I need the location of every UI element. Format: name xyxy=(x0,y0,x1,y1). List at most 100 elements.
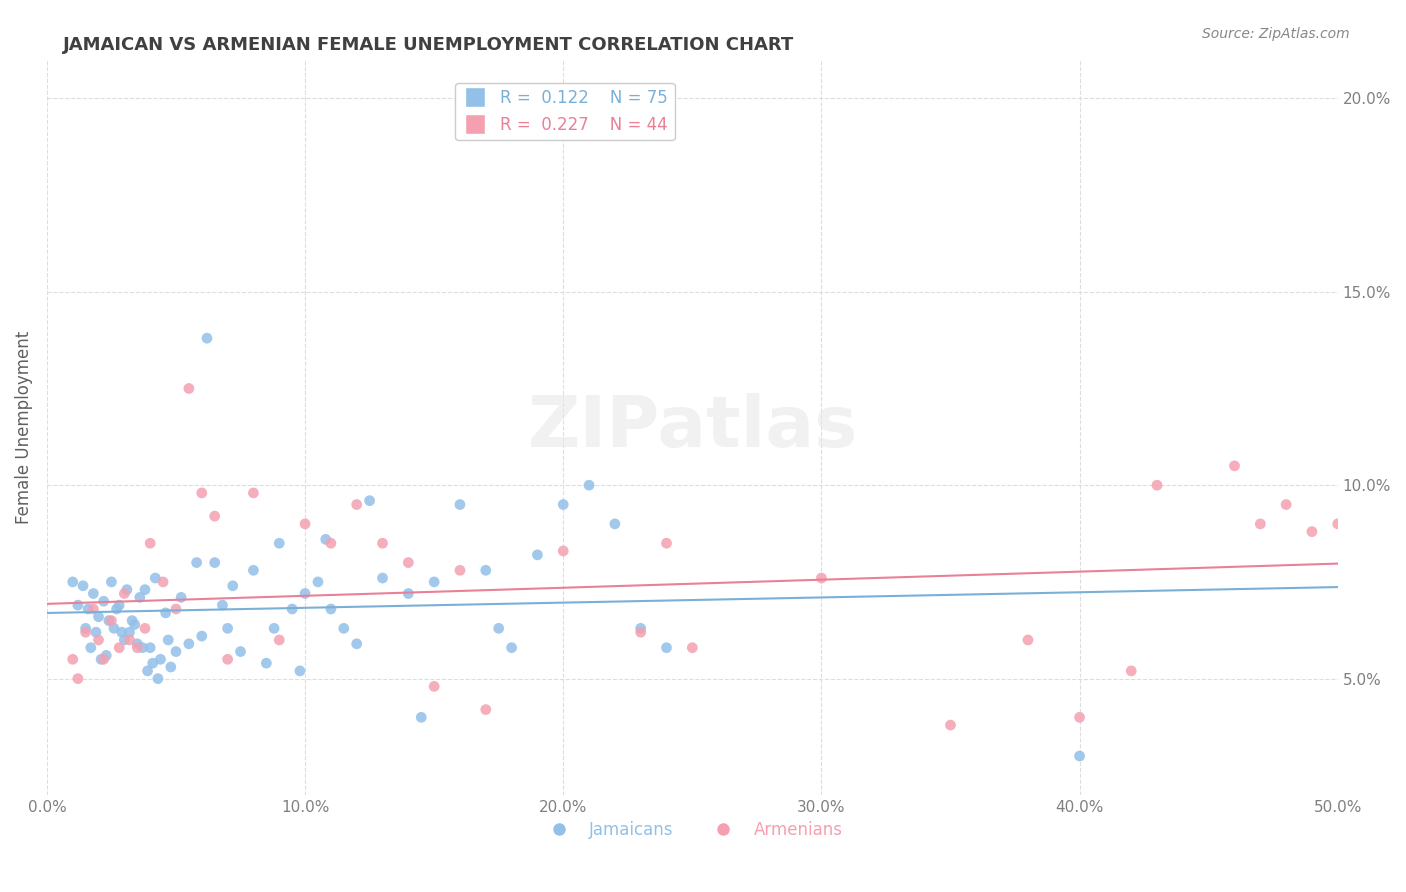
Armenians xyxy=(449,563,471,577)
Jamaicans xyxy=(118,625,141,640)
Jamaicans xyxy=(112,632,135,647)
Jamaicans xyxy=(72,579,94,593)
Jamaicans xyxy=(526,548,548,562)
Jamaicans xyxy=(254,656,277,670)
Jamaicans xyxy=(127,637,149,651)
Jamaicans xyxy=(603,516,626,531)
Jamaicans xyxy=(578,478,600,492)
Jamaicans xyxy=(411,710,433,724)
Armenians xyxy=(204,509,226,524)
Jamaicans xyxy=(115,582,138,597)
Armenians xyxy=(134,621,156,635)
Jamaicans xyxy=(105,602,128,616)
Armenians xyxy=(82,602,104,616)
Armenians xyxy=(1326,516,1348,531)
Jamaicans xyxy=(222,579,245,593)
Jamaicans xyxy=(177,637,200,651)
Jamaicans xyxy=(501,640,523,655)
Armenians xyxy=(100,614,122,628)
Armenians xyxy=(371,536,394,550)
Jamaicans xyxy=(655,640,678,655)
Jamaicans xyxy=(186,556,208,570)
Jamaicans xyxy=(131,640,153,655)
Jamaicans xyxy=(93,594,115,608)
Jamaicans xyxy=(146,672,169,686)
Armenians xyxy=(66,672,89,686)
Armenians xyxy=(1275,498,1298,512)
Jamaicans xyxy=(294,586,316,600)
Armenians xyxy=(177,381,200,395)
Jamaicans xyxy=(80,640,103,655)
Armenians xyxy=(553,544,575,558)
Jamaicans xyxy=(211,598,233,612)
Jamaicans xyxy=(97,614,120,628)
Jamaicans xyxy=(121,614,143,628)
Jamaicans xyxy=(87,609,110,624)
Jamaicans xyxy=(1069,749,1091,764)
Jamaicans xyxy=(315,533,337,547)
Armenians xyxy=(269,632,291,647)
Text: ZIPatlas: ZIPatlas xyxy=(527,392,858,462)
Jamaicans xyxy=(371,571,394,585)
Armenians xyxy=(112,586,135,600)
Armenians xyxy=(1069,710,1091,724)
Jamaicans xyxy=(204,556,226,570)
Armenians xyxy=(630,625,652,640)
Armenians xyxy=(191,486,214,500)
Jamaicans xyxy=(155,606,177,620)
Jamaicans xyxy=(77,602,100,616)
Jamaicans xyxy=(288,664,311,678)
Armenians xyxy=(655,536,678,550)
Jamaicans xyxy=(217,621,239,635)
Jamaicans xyxy=(159,660,181,674)
Armenians xyxy=(1121,664,1143,678)
Jamaicans xyxy=(139,640,162,655)
Jamaicans xyxy=(229,644,252,658)
Jamaicans xyxy=(66,598,89,612)
Armenians xyxy=(127,640,149,655)
Jamaicans xyxy=(488,621,510,635)
Jamaicans xyxy=(124,617,146,632)
Jamaicans xyxy=(630,621,652,635)
Armenians xyxy=(165,602,187,616)
Jamaicans xyxy=(142,656,165,670)
Armenians xyxy=(1146,478,1168,492)
Text: Source: ZipAtlas.com: Source: ZipAtlas.com xyxy=(1202,27,1350,41)
Jamaicans xyxy=(111,625,134,640)
Jamaicans xyxy=(62,574,84,589)
Jamaicans xyxy=(191,629,214,643)
Armenians xyxy=(1223,458,1246,473)
Armenians xyxy=(346,498,368,512)
Jamaicans xyxy=(319,602,342,616)
Armenians xyxy=(1017,632,1039,647)
Armenians xyxy=(139,536,162,550)
Jamaicans xyxy=(449,498,471,512)
Jamaicans xyxy=(170,591,193,605)
Armenians xyxy=(75,625,97,640)
Jamaicans xyxy=(143,571,166,585)
Armenians xyxy=(423,679,446,693)
Armenians xyxy=(1301,524,1323,539)
Text: JAMAICAN VS ARMENIAN FEMALE UNEMPLOYMENT CORRELATION CHART: JAMAICAN VS ARMENIAN FEMALE UNEMPLOYMENT… xyxy=(63,36,794,54)
Armenians xyxy=(810,571,832,585)
Armenians xyxy=(1249,516,1271,531)
Jamaicans xyxy=(134,582,156,597)
Armenians xyxy=(319,536,342,550)
Jamaicans xyxy=(90,652,112,666)
Jamaicans xyxy=(128,591,150,605)
Jamaicans xyxy=(346,637,368,651)
Jamaicans xyxy=(103,621,125,635)
Jamaicans xyxy=(157,632,180,647)
Jamaicans xyxy=(108,598,131,612)
Jamaicans xyxy=(149,652,172,666)
Jamaicans xyxy=(96,648,118,663)
Jamaicans xyxy=(475,563,498,577)
Jamaicans xyxy=(269,536,291,550)
Jamaicans xyxy=(553,498,575,512)
Jamaicans xyxy=(281,602,304,616)
Jamaicans xyxy=(423,574,446,589)
Jamaicans xyxy=(333,621,356,635)
Legend: Jamaicans, Armenians: Jamaicans, Armenians xyxy=(536,814,849,846)
Jamaicans xyxy=(263,621,285,635)
Armenians xyxy=(681,640,703,655)
